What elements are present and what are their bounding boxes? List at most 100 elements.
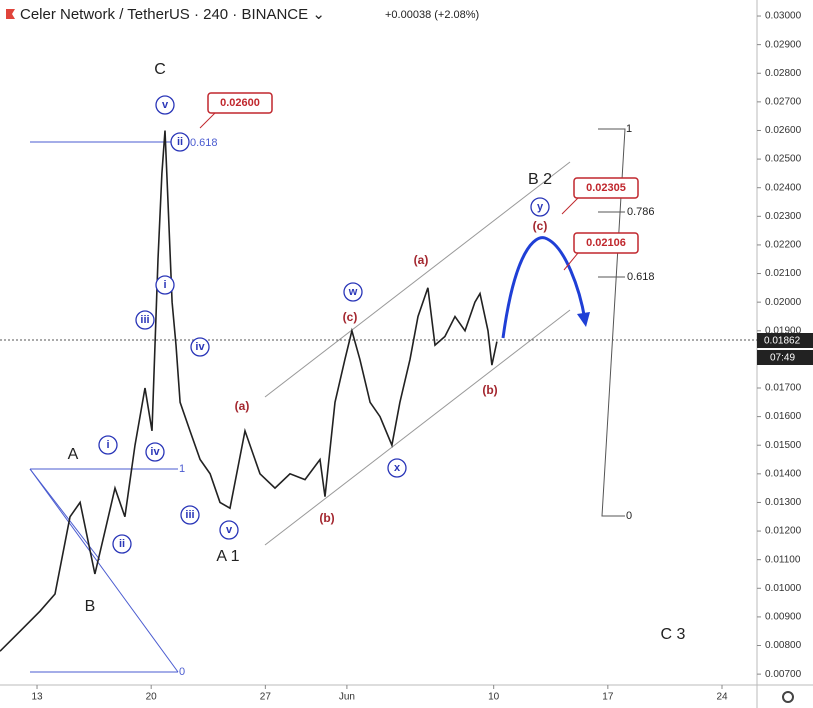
wave-circles — [98, 95, 550, 554]
symbol-title[interactable]: Celer Network / TetherUS · 240 · BINANCE… — [20, 6, 325, 23]
last-price-label: 0.01862 — [764, 336, 801, 347]
x-tick-label: 10 — [488, 692, 500, 703]
y-tick-label: 0.00900 — [765, 612, 802, 623]
wave-label: iii — [185, 509, 194, 521]
x-tick-label: 17 — [602, 692, 614, 703]
x-tick-label: 27 — [260, 692, 272, 703]
y-tick-label: 0.01600 — [765, 411, 802, 422]
wave-label: ii — [177, 136, 183, 148]
wave-label: (c) — [533, 219, 548, 233]
y-tick-label: 0.01900 — [765, 325, 802, 336]
callout-text: 0.02305 — [586, 182, 626, 194]
drawings — [0, 92, 757, 673]
circle — [112, 534, 132, 554]
price-plot — [0, 130, 498, 652]
channel-lower — [264, 309, 571, 546]
countdown-tag — [757, 350, 813, 365]
wave-label: iv — [150, 446, 160, 458]
y-tick-label: 0.01500 — [765, 440, 802, 451]
circle — [170, 132, 190, 152]
circle — [387, 458, 407, 478]
wave-label: w — [348, 286, 358, 298]
circle — [145, 442, 165, 462]
wave-label: iv — [195, 341, 205, 353]
gear-icon[interactable] — [782, 691, 794, 703]
wave-label: v — [162, 99, 169, 111]
projection-arrow — [501, 236, 587, 339]
channel-upper — [264, 161, 571, 398]
x-tick-label: Jun — [339, 692, 355, 703]
arrow-head — [577, 312, 590, 327]
callout-text: 0.02600 — [220, 97, 260, 109]
fib-label: 0 — [626, 510, 632, 522]
wave-label: (b) — [482, 383, 497, 397]
wave-label: B — [85, 598, 96, 615]
y-tick-label: 0.01100 — [765, 554, 801, 565]
y-tick-label: 0.02800 — [765, 68, 802, 79]
circle — [155, 95, 175, 115]
circle — [190, 337, 210, 357]
wave-label: A 1 — [216, 548, 239, 565]
callout — [573, 177, 639, 199]
y-tick-label: 0.01300 — [765, 497, 802, 508]
y-tick-label: 0.02300 — [765, 211, 802, 222]
x-tick-label: 20 — [146, 692, 158, 703]
circle — [135, 310, 155, 330]
y-tick-label: 0.00700 — [765, 669, 802, 680]
wave-label: C 3 — [661, 626, 686, 643]
wave-label: v — [226, 524, 233, 536]
callout-pointer — [561, 197, 579, 215]
countdown-label: 07:49 — [770, 353, 795, 364]
callout-text: 0.02106 — [586, 237, 626, 249]
y-tick-label: 0.03000 — [765, 11, 802, 22]
circle — [98, 435, 118, 455]
settings-button[interactable] — [782, 691, 794, 703]
wave-label: x — [394, 462, 401, 474]
circle — [530, 197, 550, 217]
y-tick-label: 0.01700 — [765, 383, 802, 394]
callout — [573, 232, 639, 254]
wave-label: ii — [119, 538, 125, 550]
callout-pointer — [563, 252, 579, 271]
y-tick-label: 0.01200 — [765, 526, 802, 537]
y-tick-label: 0.02400 — [765, 182, 802, 193]
price-change: +0.00038 (+2.08%) — [385, 9, 479, 21]
y-tick-label: 0.02100 — [765, 268, 802, 279]
wave-label: iii — [140, 314, 149, 326]
y-tick-label: 0.02000 — [765, 297, 802, 308]
fib-label: 0 — [179, 666, 185, 678]
circle — [219, 520, 239, 540]
y-tick-label: 0.02900 — [765, 39, 802, 50]
fib-label: 0.618 — [627, 271, 655, 283]
wave-label: (a) — [414, 253, 429, 267]
y-tick-label: 0.01400 — [765, 468, 802, 479]
axes: 0.00700 0.00800 0.00900 0.01000 0.01100 0.012… — [31, 11, 801, 703]
logo — [6, 9, 15, 19]
fib-label: 1 — [626, 123, 632, 135]
callout-pointer — [199, 112, 216, 129]
wave-label: y — [537, 201, 544, 213]
fib-label: 0.786 — [627, 206, 655, 218]
circle — [343, 282, 363, 302]
wave-label: C — [154, 61, 166, 78]
wave-label: A — [68, 446, 79, 463]
last-price-tag — [757, 333, 813, 348]
y-tick-label: 0.02500 — [765, 154, 802, 165]
callout — [207, 92, 273, 114]
fib-trend — [598, 128, 626, 517]
wave-label: (b) — [319, 511, 334, 525]
wave-label: B 2 — [528, 171, 552, 188]
fib-label: 0.618 — [190, 137, 218, 149]
fib-label: 1 — [179, 463, 185, 475]
wave-label: i — [163, 279, 166, 291]
wave-label: i — [106, 439, 109, 451]
price-line — [0, 130, 498, 652]
fib-diagonal — [29, 468, 179, 673]
x-tick-label: 13 — [31, 692, 43, 703]
y-tick-label: 0.00800 — [765, 640, 802, 651]
y-tick-label: 0.02700 — [765, 97, 802, 108]
x-tick-label: 24 — [716, 692, 728, 703]
